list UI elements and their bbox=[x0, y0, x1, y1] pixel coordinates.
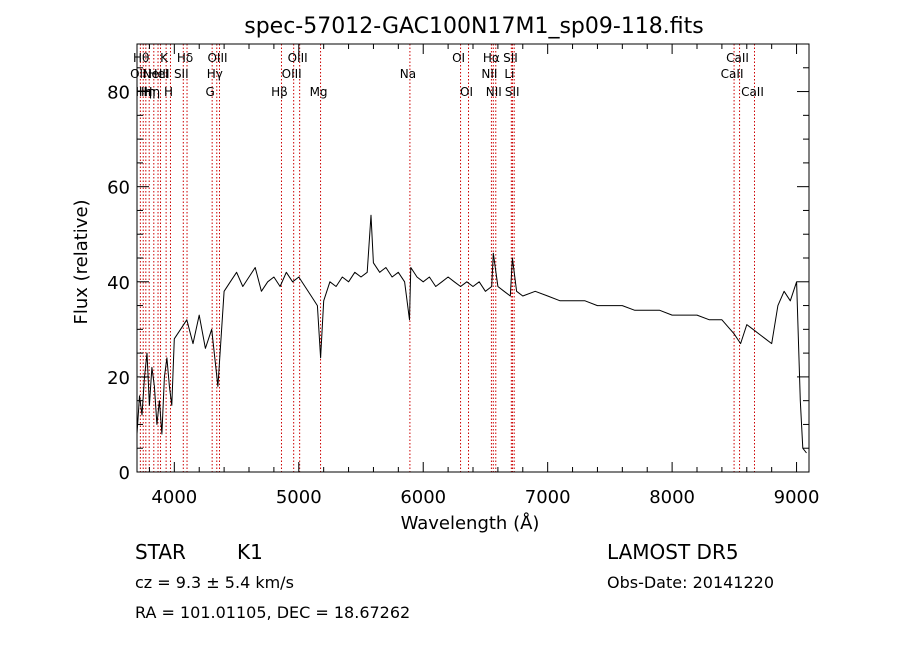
line-marker-label: SII bbox=[174, 67, 189, 81]
line-marker-labels: OIIHθHηHηHηNeIIIHeIKHSIIHδGHγOIIIHβOIIIO… bbox=[130, 51, 764, 99]
x-axis-label: Wavelength (Å) bbox=[401, 512, 540, 534]
line-marker-label: OIII bbox=[282, 67, 302, 81]
y-axis: 0 20 40 60 80 bbox=[107, 67, 809, 484]
line-marker-label: Hη bbox=[143, 85, 160, 99]
y-tick-label: 0 bbox=[119, 463, 130, 484]
object-subclass: K1 bbox=[237, 540, 263, 564]
object-class: STAR bbox=[135, 540, 186, 564]
chart-title: spec-57012-GAC100N17M1_sp09-118.fits bbox=[244, 14, 704, 39]
x-tick-label: 8000 bbox=[649, 487, 695, 508]
coordinates: RA = 101.01105, DEC = 18.67262 bbox=[135, 603, 411, 622]
y-tick-label: 20 bbox=[107, 368, 130, 389]
y-tick-label: 60 bbox=[107, 178, 130, 199]
line-marker-label: CaII bbox=[721, 67, 744, 81]
redshift-value: cz = 9.3 ± 5.4 km/s bbox=[135, 573, 294, 592]
y-tick-label: 80 bbox=[107, 83, 130, 104]
line-marker-label: NII bbox=[481, 67, 497, 81]
line-marker-label: K bbox=[160, 51, 169, 65]
line-marker-label: Hα bbox=[483, 51, 500, 65]
line-marker-label: OI bbox=[452, 51, 465, 65]
line-marker-label: H bbox=[164, 85, 173, 99]
line-marker-label: SII bbox=[505, 85, 520, 99]
survey-name: LAMOST DR5 bbox=[607, 540, 739, 564]
spectrum-series bbox=[136, 214, 807, 454]
line-markers bbox=[139, 44, 755, 472]
line-marker-label: Hβ bbox=[271, 85, 288, 99]
line-marker-label: CaII bbox=[741, 85, 764, 99]
spectrum-line bbox=[136, 214, 807, 454]
x-tick-label: 5000 bbox=[276, 487, 322, 508]
line-marker-label: OIII bbox=[207, 51, 227, 65]
line-marker-label: Li bbox=[504, 67, 514, 81]
x-tick-label: 4000 bbox=[151, 487, 197, 508]
line-marker-label: Mg bbox=[310, 85, 328, 99]
line-marker-label: SII bbox=[503, 51, 518, 65]
x-axis: 4000 5000 6000 7000 8000 9000 bbox=[148, 44, 820, 508]
line-marker-label: G bbox=[206, 85, 215, 99]
line-marker-label: NII bbox=[486, 85, 502, 99]
y-tick-label: 40 bbox=[107, 273, 130, 294]
line-marker-label: OI bbox=[460, 85, 473, 99]
x-tick-label: 6000 bbox=[400, 487, 446, 508]
line-marker-label: Hθ bbox=[133, 51, 149, 65]
line-marker-label: Hδ bbox=[177, 51, 193, 65]
line-marker-label: OII bbox=[130, 67, 147, 81]
x-tick-label: 9000 bbox=[774, 487, 820, 508]
line-marker-label: NeIII bbox=[143, 67, 170, 81]
x-tick-label: 7000 bbox=[525, 487, 571, 508]
y-axis-label: Flux (relative) bbox=[71, 199, 92, 324]
line-marker-label: CaII bbox=[726, 51, 749, 65]
line-marker-label: Hγ bbox=[207, 67, 223, 81]
obs-date: Obs-Date: 20141220 bbox=[607, 573, 775, 592]
plot-frame bbox=[136, 43, 810, 473]
line-marker-label: OIII bbox=[288, 51, 308, 65]
line-marker-label: HeI bbox=[149, 67, 169, 81]
line-marker-label: Na bbox=[400, 67, 416, 81]
